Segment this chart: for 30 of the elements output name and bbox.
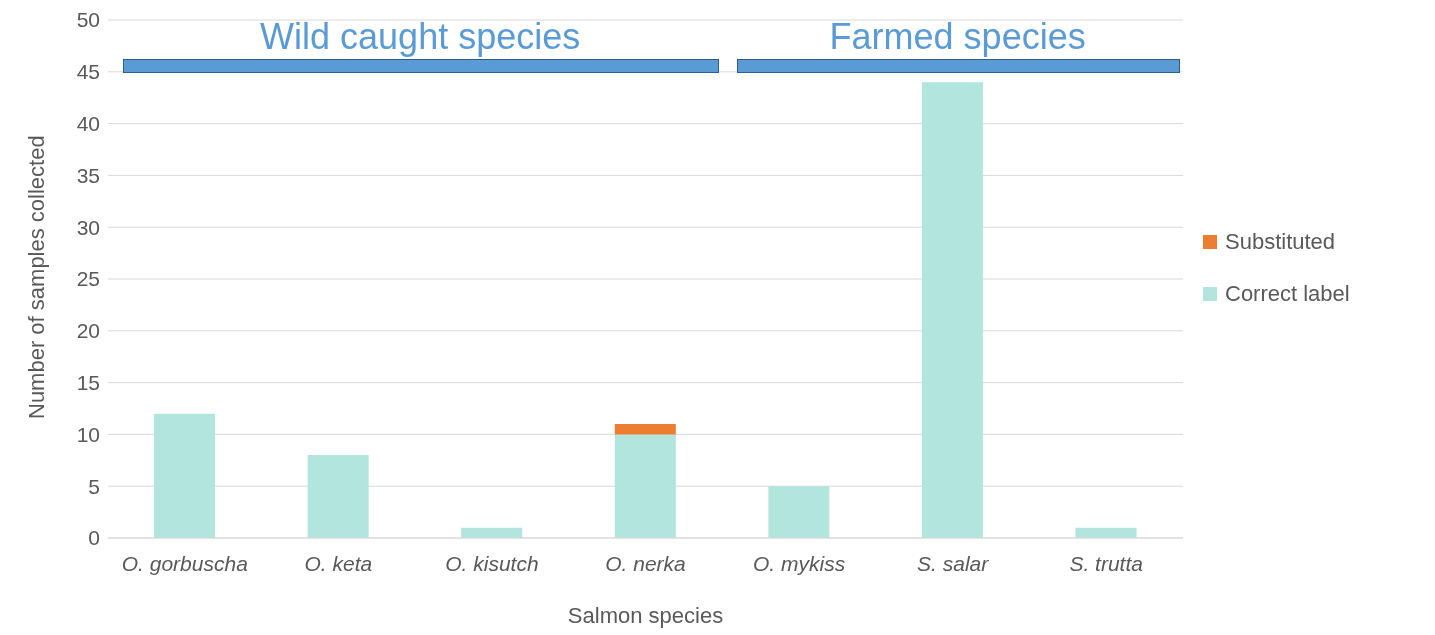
bar <box>154 413 216 538</box>
y-tick-label: 30 <box>76 215 100 239</box>
bar <box>768 486 830 538</box>
x-tick-label: O. mykiss <box>752 551 846 575</box>
y-tick-label: 0 <box>88 526 100 550</box>
x-tick-label: O. gorbuscha <box>121 551 248 575</box>
annotation: Wild caught species <box>259 15 582 58</box>
bar <box>614 424 676 435</box>
y-tick-label: 20 <box>76 319 100 343</box>
x-axis-title: Salmon species <box>567 603 724 628</box>
bar <box>307 455 369 538</box>
x-tick-label: O. nerka <box>605 551 686 575</box>
y-tick-label: 45 <box>76 60 100 84</box>
y-tick-label: 15 <box>76 371 100 395</box>
x-tick-label: O. keta <box>304 551 373 575</box>
legend-label: Correct label <box>1225 281 1350 307</box>
y-tick-label: 5 <box>88 474 100 498</box>
y-tick-label: 35 <box>76 163 100 187</box>
x-tick-label: S. trutta <box>1069 551 1143 575</box>
bar <box>614 434 676 538</box>
x-tick-label: O. kisutch <box>445 551 539 575</box>
y-tick-label: 10 <box>76 422 100 446</box>
legend-label: Substituted <box>1225 229 1336 255</box>
y-tick-label: 50 <box>76 8 100 32</box>
y-tick-label: 40 <box>76 112 100 136</box>
x-tick-label: S. salar <box>917 551 990 575</box>
y-tick-label: 25 <box>76 267 100 291</box>
bar <box>921 82 983 538</box>
annotation: Farmed species <box>828 15 1087 58</box>
y-axis-title: Number of samples collected <box>23 135 49 419</box>
